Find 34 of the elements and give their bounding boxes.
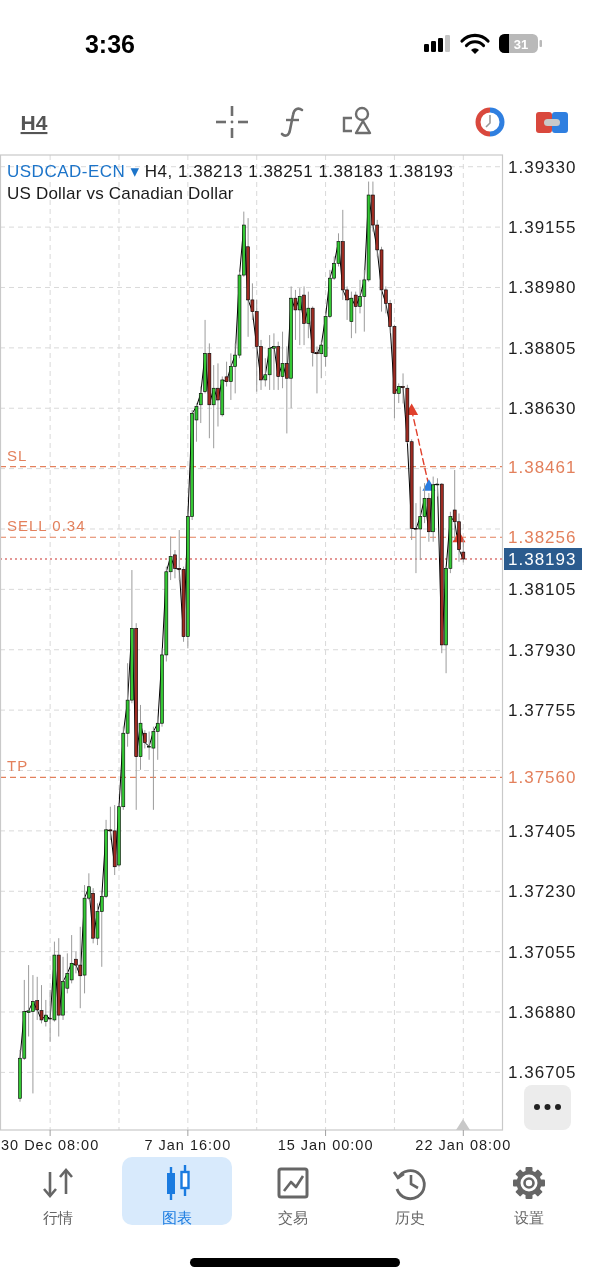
y-tick-label: 1.39155 bbox=[508, 218, 577, 238]
text: 设置 bbox=[514, 1209, 544, 1226]
text: 行情 bbox=[43, 1209, 73, 1226]
y-tick-label: 1.38630 bbox=[508, 399, 577, 419]
text: 31 bbox=[513, 37, 529, 52]
ref-line-label: TP bbox=[7, 757, 29, 775]
text: 图表 bbox=[162, 1209, 192, 1226]
x-tick-label: 30 Dec 08:00 bbox=[0, 1137, 100, 1153]
y-tick-label: 1.36705 bbox=[508, 1063, 577, 1083]
y-tick-label: 1.36880 bbox=[508, 1003, 577, 1023]
y-tick-label: 1.39330 bbox=[508, 157, 577, 177]
text: 3:36 bbox=[84, 30, 136, 58]
chart-title: USDCAD-ECN ▾ H4, 1.38213 1.38251 1.38183 1.38193 bbox=[7, 162, 454, 181]
ref-line-label: SELL 0.34 bbox=[7, 517, 86, 535]
text: 1.37560 bbox=[508, 768, 577, 788]
y-tick-label: 1.37055 bbox=[508, 942, 577, 962]
y-tick-label: 1.38980 bbox=[508, 278, 577, 298]
x-tick-label: 22 Jan 08:00 bbox=[415, 1137, 512, 1153]
y-tick-label: 1.37755 bbox=[508, 701, 577, 721]
y-tick-label: 1.38105 bbox=[508, 580, 577, 600]
y-tick-label: 1.37230 bbox=[508, 882, 577, 902]
text: 1.38256 bbox=[508, 528, 577, 548]
text: 交易 bbox=[278, 1209, 308, 1226]
y-tick-label: 1.37405 bbox=[508, 821, 577, 841]
x-tick-label: 15 Jan 00:00 bbox=[277, 1137, 374, 1153]
text: US Dollar vs Canadian Dollar bbox=[7, 184, 234, 203]
text: 历史 bbox=[395, 1209, 425, 1226]
y-tick-label: 1.38805 bbox=[508, 338, 577, 358]
text: H4 bbox=[20, 111, 48, 134]
y-tick-label: 1.37930 bbox=[508, 640, 577, 660]
ref-line-label: SL bbox=[7, 446, 28, 464]
text: 1.38461 bbox=[508, 457, 577, 477]
price-tag: 1.38193 bbox=[504, 548, 582, 570]
x-tick-label: 7 Jan 16:00 bbox=[144, 1137, 232, 1153]
